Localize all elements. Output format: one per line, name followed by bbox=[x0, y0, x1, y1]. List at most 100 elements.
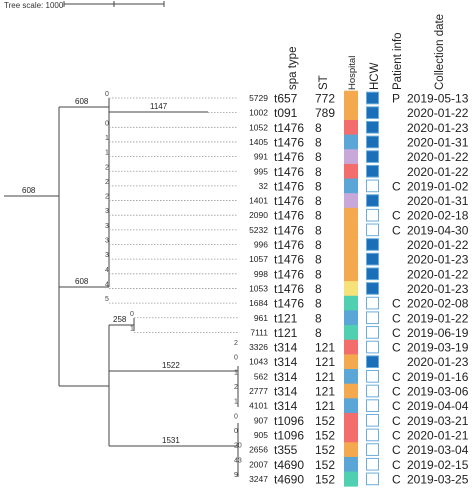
hcw-cell bbox=[366, 311, 379, 325]
branch-label-t1096: 1531 bbox=[162, 436, 180, 445]
hcw-cell bbox=[366, 457, 379, 471]
spa-type-cell: t1096 bbox=[274, 428, 304, 442]
leaf-id: 961 bbox=[254, 313, 268, 323]
tree-row: 2 995 t1476 8 2020-01-22 bbox=[105, 163, 469, 179]
st-cell: 121 bbox=[315, 355, 335, 369]
hospital-cell bbox=[344, 456, 358, 472]
spa-type-cell: t1096 bbox=[274, 414, 304, 428]
st-cell: 8 bbox=[315, 267, 322, 281]
tree-row: 1 4101 t314 121 C 2019-04-04 bbox=[234, 398, 469, 414]
branch-label-t1476: 608 bbox=[75, 277, 89, 286]
patient-info-cell: C bbox=[392, 223, 401, 237]
hcw-cell bbox=[366, 179, 379, 193]
st-cell: 152 bbox=[315, 472, 335, 486]
st-cell: 789 bbox=[315, 106, 335, 120]
spa-type-cell: t121 bbox=[274, 326, 298, 340]
collection-date-cell: 2020-01-22 bbox=[407, 238, 469, 252]
hcw-cell bbox=[366, 443, 379, 456]
spa-type-cell: t1476 bbox=[274, 253, 304, 267]
hospital-cell bbox=[344, 119, 358, 136]
node-number: 2 bbox=[105, 194, 109, 201]
leaf-id: 4101 bbox=[249, 401, 268, 411]
leaf-id: 998 bbox=[254, 269, 268, 279]
spa-type-cell: t091 bbox=[274, 106, 298, 120]
hospital-cell bbox=[344, 427, 358, 443]
tree-row: 1 991 t1476 8 2020-01-22 bbox=[105, 149, 469, 165]
collection-date-cell: 2020-01-23 bbox=[407, 355, 469, 369]
collection-date-cell: 2019-04-30 bbox=[407, 223, 469, 237]
node-number: 2 bbox=[105, 164, 109, 171]
node-number: 0 bbox=[105, 120, 109, 127]
branch-label-t091: 1147 bbox=[150, 102, 168, 111]
spa-type-cell: t1476 bbox=[274, 135, 304, 149]
tree-scale: Tree scale: 1000 bbox=[4, 1, 165, 10]
patient-info-cell: C bbox=[392, 458, 401, 472]
st-cell: 8 bbox=[315, 121, 322, 135]
leaf-id: 32 bbox=[259, 181, 269, 191]
hcw-cell bbox=[366, 370, 379, 383]
st-cell: 772 bbox=[315, 92, 335, 106]
spa-type-cell: t4690 bbox=[274, 458, 304, 472]
collection-date-cell: 2019-03-21 bbox=[407, 414, 469, 428]
hospital-cell bbox=[344, 251, 358, 267]
patient-info-cell: C bbox=[392, 414, 401, 428]
spa-type-cell: t657 bbox=[274, 92, 298, 106]
spa-type-cell: t314 bbox=[274, 341, 298, 355]
node-number: 1 bbox=[105, 135, 109, 142]
tree-row: 3 996 t1476 8 2020-01-22 bbox=[105, 237, 469, 253]
hospital-cell bbox=[344, 222, 358, 238]
st-cell: 152 bbox=[315, 428, 335, 442]
tree-row: 20 2656 t355 152 C 2019-03-04 bbox=[234, 442, 469, 458]
hcw-cell bbox=[366, 120, 379, 134]
header-patient-info: Patient info bbox=[392, 32, 404, 90]
hcw-cell bbox=[366, 413, 379, 427]
tree-row: 2 3326 t314 121 C 2019-03-19 bbox=[234, 339, 469, 355]
node-number: 9 bbox=[234, 472, 238, 479]
st-cell: 8 bbox=[315, 150, 322, 164]
st-cell: 121 bbox=[315, 399, 335, 413]
hcw-cell bbox=[366, 267, 379, 281]
tree-row: 1002 t091 789 2020-01-22 bbox=[208, 105, 469, 121]
st-cell: 121 bbox=[315, 341, 335, 355]
node-number: 1 bbox=[234, 369, 238, 376]
leaf-id: 1405 bbox=[249, 137, 268, 147]
patient-info-cell: C bbox=[392, 311, 401, 325]
node-number: 0 bbox=[130, 311, 134, 318]
node-number: 0 bbox=[234, 428, 238, 435]
collection-date-cell: 2020-01-21 bbox=[407, 428, 469, 442]
tree-row: 2 1401 t1476 8 2020-01-31 bbox=[105, 193, 469, 209]
spa-type-cell: t1476 bbox=[274, 194, 304, 208]
leaf-id: 1057 bbox=[249, 254, 268, 264]
spa-type-cell: t314 bbox=[274, 399, 298, 413]
st-cell: 8 bbox=[315, 165, 322, 179]
hospital-cell bbox=[344, 325, 358, 341]
st-cell: 8 bbox=[315, 209, 322, 223]
st-cell: 8 bbox=[315, 135, 322, 149]
header-collection-date: Collection date bbox=[434, 14, 446, 90]
collection-date-cell: 2019-03-06 bbox=[407, 385, 469, 399]
tree-row: 4 1053 t1476 8 2020-01-23 bbox=[105, 281, 469, 297]
hospital-cell bbox=[344, 163, 358, 179]
branch-label-top-clade: 608 bbox=[75, 97, 89, 106]
st-cell: 8 bbox=[315, 253, 322, 267]
patient-info-cell: C bbox=[392, 297, 401, 311]
spa-type-cell: t314 bbox=[274, 355, 298, 369]
tree-row: 1 7111 t121 8 C 2019-06-19 bbox=[130, 325, 469, 341]
patient-info-cell: C bbox=[392, 370, 401, 384]
hcw-cell bbox=[366, 252, 379, 266]
hcw-cell bbox=[366, 106, 379, 119]
hcw-cell bbox=[366, 150, 379, 163]
spa-type-cell: t1476 bbox=[274, 209, 304, 223]
leaf-id: 2007 bbox=[249, 459, 268, 469]
st-cell: 8 bbox=[315, 311, 322, 325]
spa-type-cell: t121 bbox=[274, 311, 298, 325]
st-cell: 8 bbox=[315, 238, 322, 252]
tree-row: 0 1043 t314 121 2020-01-23 bbox=[234, 354, 469, 370]
collection-date-cell: 2019-01-02 bbox=[407, 179, 469, 193]
patient-info-cell: C bbox=[392, 399, 401, 413]
hcw-cell bbox=[366, 282, 379, 295]
collection-date-cell: 2020-01-22 bbox=[407, 267, 469, 281]
collection-date-cell: 2020-01-22 bbox=[407, 165, 469, 179]
node-number: 3 bbox=[105, 208, 109, 215]
